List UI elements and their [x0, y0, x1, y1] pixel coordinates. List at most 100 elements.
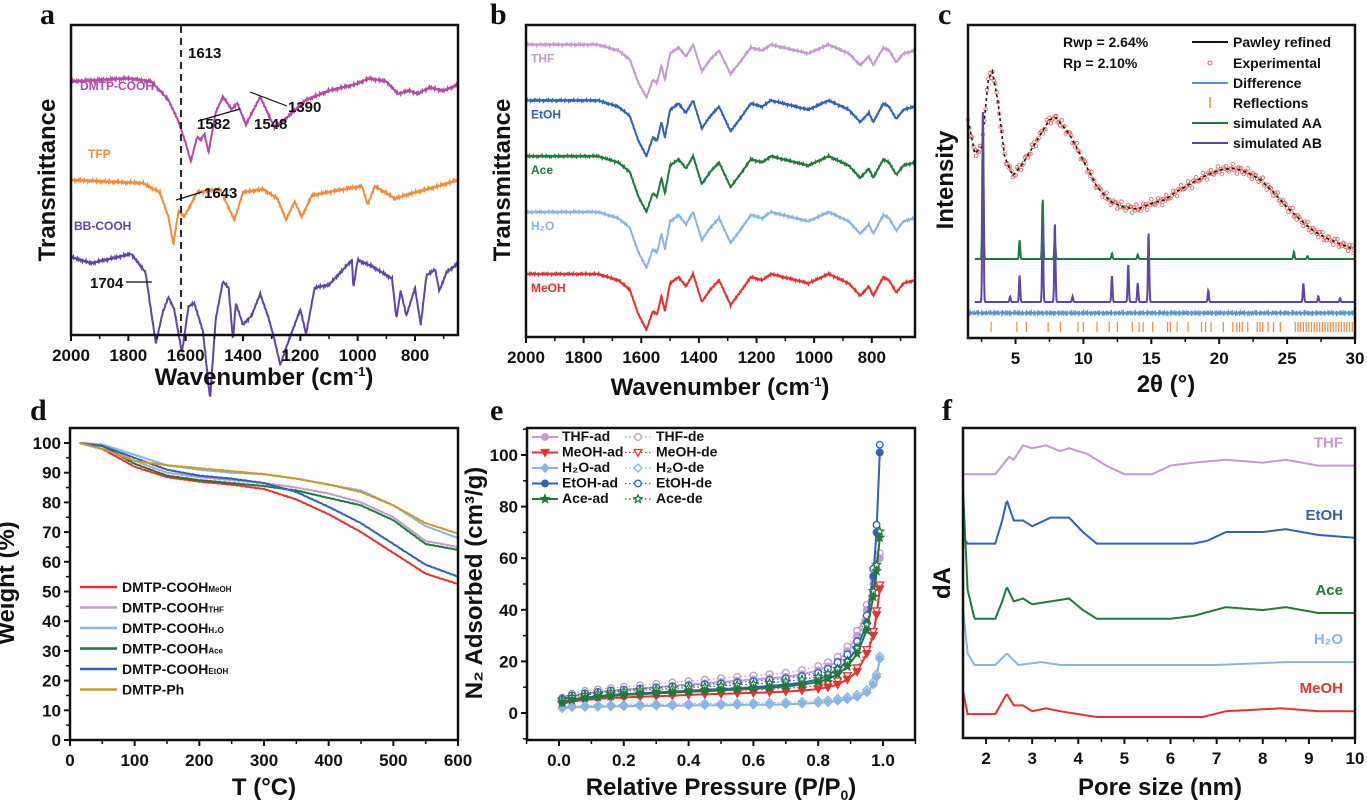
desorption-line-ace — [562, 531, 881, 701]
y-tick-label: 80 — [42, 493, 61, 512]
panel-b-frame — [524, 23, 917, 339]
legend-marker-ad — [541, 479, 549, 488]
panel-c-x-axis-label: 2θ (°) — [1137, 371, 1196, 398]
legend-label: DMTP-COOHEtOH — [122, 661, 229, 677]
panel-f-x-ticks: 2 3 4 5 6 7 8 9 10 — [981, 738, 1364, 768]
panel-c-legend: Pawley refined Experimental Difference Refl… — [1192, 34, 1331, 151]
legend-label-ad: H₂O-ad — [562, 459, 610, 475]
panel-a-x-axis-label: Wavenumber (cm-1) — [155, 364, 374, 391]
adsorption-point — [747, 682, 760, 694]
adsorption-point — [651, 700, 662, 711]
series-label-dmtp-cooh: DMTP-COOH — [80, 79, 154, 93]
experimental-point — [1149, 197, 1154, 202]
legend-label-de: H₂O-de — [656, 459, 704, 475]
experimental-point — [1234, 171, 1240, 176]
adsorption-point — [813, 685, 824, 695]
legend-label: DMTP-COOHH₂O — [122, 620, 224, 636]
x-tick-label: 1200 — [281, 346, 319, 365]
series-label-h2o: H₂O — [531, 219, 554, 233]
panel-a-frame — [69, 23, 460, 337]
x-tick-label: 2 — [981, 749, 990, 768]
x-tick-label: 1000 — [795, 348, 833, 367]
legend-label: Experimental — [1233, 55, 1321, 71]
experimental-point — [973, 153, 979, 159]
x-tick-label: 0.2 — [612, 751, 636, 770]
experimental-point — [1107, 197, 1112, 202]
experimental-point — [1030, 144, 1036, 149]
experimental-point — [1278, 197, 1283, 202]
adsorption-point — [634, 688, 646, 699]
experimental-point — [1048, 121, 1054, 126]
y-tick-label: 0 — [52, 731, 61, 750]
adsorption-point — [842, 694, 853, 705]
x-tick-label: 10 — [1346, 749, 1365, 768]
adsorption-point — [841, 660, 854, 672]
experimental-point — [1018, 167, 1024, 173]
adsorption-point — [812, 676, 824, 687]
panel-letter-a: a — [40, 0, 55, 31]
experimental-point — [1016, 167, 1021, 172]
experimental-point — [1245, 166, 1250, 171]
adsorption-point — [780, 699, 791, 710]
panel-a-ftir-monomers: 1613 1582 1548 1390 1643 1704 DMTP-COOH … — [34, 23, 460, 398]
panel-letter-e: e — [490, 394, 503, 427]
adsorption-point — [618, 701, 629, 712]
adsorption-point — [822, 672, 834, 684]
legend-label: simulated AA — [1233, 115, 1322, 131]
legend-marker-de — [633, 463, 643, 473]
experimental-point — [1320, 229, 1325, 235]
experimental-point — [1086, 168, 1092, 174]
experimental-point — [1249, 176, 1254, 182]
legend-marker-experimental — [1207, 60, 1213, 66]
y-tick-label: 10 — [42, 701, 61, 720]
adsorption-point — [832, 695, 843, 706]
series-label-bb-cooh: BB-COOH — [74, 219, 131, 233]
legend-marker-de — [632, 493, 644, 504]
tga-line-ace — [79, 441, 458, 551]
series-line-ace — [525, 152, 916, 215]
x-tick-label: 1400 — [224, 346, 262, 365]
experimental-point — [1217, 169, 1222, 174]
legend-label-ad: Ace-ad — [562, 490, 609, 506]
experimental-point — [1305, 219, 1310, 224]
x-tick-label: 400 — [314, 751, 342, 770]
series-label-tfp: TFP — [88, 147, 111, 161]
series-line-dmtp-cooh — [70, 74, 459, 165]
y-tick-label: 60 — [499, 549, 518, 568]
panel-b-y-axis-label: Transmittance — [489, 99, 516, 262]
adsorption-point — [731, 683, 743, 695]
x-tick-label: 5 — [1120, 749, 1129, 768]
x-tick-label: 0 — [65, 751, 74, 770]
panel-c-y-axis-label: Intensity — [932, 130, 959, 229]
x-tick-label: 3 — [1027, 749, 1036, 768]
x-tick-label: 4 — [1074, 749, 1084, 768]
experimental-point — [1164, 192, 1169, 197]
panel-d-y-axis-label: Weight (%) — [0, 521, 20, 645]
experimental-point — [1104, 190, 1109, 195]
adsorption-point — [871, 671, 882, 682]
panel-f-pore-size: THF EtOH Ace H₂O MeOH 2 3 4 5 6 7 8 9 10 Pore size (… — [929, 426, 1364, 801]
adsorption-point — [842, 675, 853, 685]
series-label-h2o: H₂O — [1314, 631, 1343, 648]
adsorption-point — [715, 684, 727, 696]
experimental-point — [1178, 182, 1184, 188]
panel-b-ftir-solvents: THF EtOH Ace H₂O MeOH 2000 1800 1600 1400 1200 10… — [489, 23, 917, 401]
annotation-1643: 1643 — [204, 185, 237, 202]
pore-line-etoh — [962, 499, 1356, 545]
rwp-value: Rwp = 2.64% — [1063, 34, 1149, 50]
legend-marker-ad — [540, 448, 550, 458]
x-tick-label: 1600 — [622, 348, 660, 367]
adsorption-point — [699, 685, 711, 696]
experimental-point — [1071, 140, 1077, 145]
x-tick-label: 1600 — [167, 346, 205, 365]
legend-label: DMTP-COOHAce — [122, 641, 224, 657]
panel-e-y-axis-label: N₂ Adsorbed (cm³/g) — [461, 467, 488, 699]
adsorption-point — [823, 697, 833, 708]
annotation-leader-1548 — [197, 108, 241, 122]
legend-label: DMTP-COOHTHF — [122, 600, 224, 616]
adsorption-point — [796, 678, 808, 690]
experimental-point — [1145, 207, 1150, 212]
panel-c-frame — [966, 23, 1357, 340]
legend-label: Difference — [1233, 75, 1302, 91]
